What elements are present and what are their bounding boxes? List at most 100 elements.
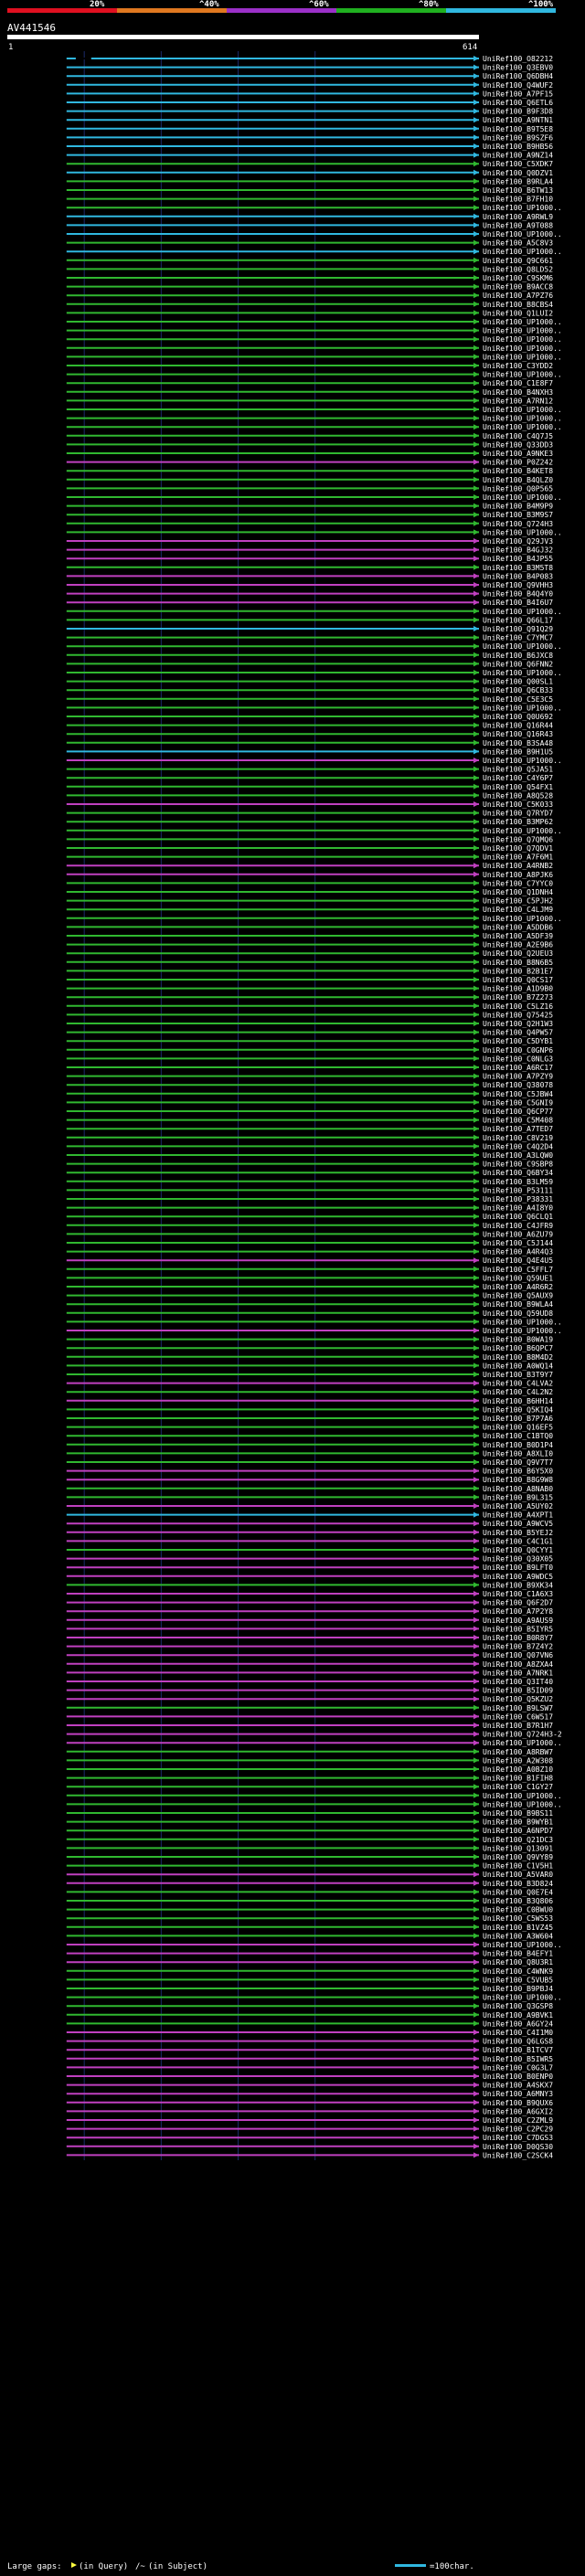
hit-label[interactable]: UniRef100_Q9VHH3 bbox=[483, 581, 553, 589]
hit-label[interactable]: UniRef100_Q5JA51 bbox=[483, 766, 553, 774]
hit-label[interactable]: UniRef100_B8M4D2 bbox=[483, 1353, 553, 1362]
hit-label[interactable]: UniRef100_A4I8Y0 bbox=[483, 1204, 553, 1213]
hit-label[interactable]: UniRef100_Q5AUX9 bbox=[483, 1292, 553, 1300]
hit-label[interactable]: UniRef100_C4C1G1 bbox=[483, 1537, 553, 1545]
hit-label[interactable]: UniRef100_C3YDD2 bbox=[483, 362, 553, 370]
hit-label[interactable]: UniRef100_Q59UE1 bbox=[483, 1274, 553, 1282]
hit-label[interactable]: UniRef100_UP1000.. bbox=[483, 1941, 562, 1949]
hit-label[interactable]: UniRef100_C1BTQ0 bbox=[483, 1432, 553, 1440]
hit-label[interactable]: UniRef100_Q6CP77 bbox=[483, 1108, 553, 1116]
hit-label[interactable]: UniRef100_A7TED7 bbox=[483, 1125, 553, 1133]
hit-label[interactable]: UniRef100_A4R4Q3 bbox=[483, 1248, 553, 1256]
hit-label[interactable]: UniRef100_A8PJK6 bbox=[483, 871, 553, 879]
hit-label[interactable]: UniRef100_Q2H1W3 bbox=[483, 1020, 553, 1028]
hit-label[interactable]: UniRef100_B3D824 bbox=[483, 1880, 553, 1888]
hit-label[interactable]: UniRef100_A8XLI0 bbox=[483, 1449, 553, 1458]
hit-label[interactable]: UniRef100_Q7QMQ6 bbox=[483, 835, 553, 843]
hit-label[interactable]: UniRef100_Q3IT40 bbox=[483, 1678, 553, 1686]
hit-label[interactable]: UniRef100_C4Q7J5 bbox=[483, 432, 553, 440]
hit-label[interactable]: UniRef100_C7YYC0 bbox=[483, 879, 553, 887]
hit-label[interactable]: UniRef100_UP1000.. bbox=[483, 353, 562, 361]
hit-label[interactable]: UniRef100_B7R1H7 bbox=[483, 1722, 553, 1730]
hit-label[interactable]: UniRef100_Q6FNN2 bbox=[483, 660, 553, 668]
hit-label[interactable]: UniRef100_UP1000.. bbox=[483, 642, 562, 651]
hit-label[interactable]: UniRef100_C5LZ16 bbox=[483, 1002, 553, 1011]
hit-label[interactable]: UniRef100_B9PBJ4 bbox=[483, 1985, 553, 1993]
hit-label[interactable]: UniRef100_UP1000.. bbox=[483, 230, 562, 239]
hit-label[interactable]: UniRef100_B5ID09 bbox=[483, 1687, 553, 1695]
hit-label[interactable]: UniRef100_B5YEJ2 bbox=[483, 1529, 553, 1537]
hit-label[interactable]: UniRef100_C1E8F7 bbox=[483, 379, 553, 387]
hit-label[interactable]: UniRef100_B9F3D8 bbox=[483, 108, 553, 116]
hit-label[interactable]: UniRef100_D0QS30 bbox=[483, 2143, 553, 2151]
hit-label[interactable]: UniRef100_B9SZF6 bbox=[483, 133, 553, 142]
hit-label[interactable]: UniRef100_A7F6M1 bbox=[483, 853, 553, 862]
hit-label[interactable]: UniRef100_A6MNY3 bbox=[483, 2090, 553, 2098]
hit-label[interactable]: UniRef100_Q6BY34 bbox=[483, 1169, 553, 1177]
hit-label[interactable]: UniRef100_B8CBS4 bbox=[483, 301, 553, 309]
hit-label[interactable]: UniRef100_C6W517 bbox=[483, 1712, 553, 1721]
hit-label[interactable]: UniRef100_A9T088 bbox=[483, 221, 553, 229]
hit-label[interactable]: UniRef100_UP1000.. bbox=[483, 248, 562, 256]
hit-label[interactable]: UniRef100_A9NTN1 bbox=[483, 116, 553, 124]
hit-label[interactable]: UniRef100_C5K033 bbox=[483, 800, 553, 809]
hit-label[interactable]: UniRef100_Q0CYY1 bbox=[483, 1546, 553, 1554]
hit-label[interactable]: UniRef100_C5M408 bbox=[483, 1117, 553, 1125]
hit-label[interactable]: UniRef100_A2E9B6 bbox=[483, 941, 553, 949]
hit-label[interactable]: UniRef100_Q724H3-2 bbox=[483, 1731, 562, 1739]
hit-label[interactable]: UniRef100_Q30X05 bbox=[483, 1555, 553, 1564]
hit-label[interactable]: UniRef100_A7PZY9 bbox=[483, 1073, 553, 1081]
hit-label[interactable]: UniRef100_Q16EF5 bbox=[483, 1424, 553, 1432]
hit-label[interactable]: UniRef100_Q6CB33 bbox=[483, 686, 553, 694]
hit-label[interactable]: UniRef100_A4XPT1 bbox=[483, 1511, 553, 1520]
hit-label[interactable]: UniRef100_A9WCV5 bbox=[483, 1520, 553, 1528]
hit-label[interactable]: UniRef100_Q7QDV1 bbox=[483, 844, 553, 853]
hit-label[interactable]: UniRef100_UP1000.. bbox=[483, 1792, 562, 1800]
hit-label[interactable]: UniRef100_Q3EBV0 bbox=[483, 64, 553, 72]
hit-label[interactable]: UniRef100_UP1000.. bbox=[483, 608, 562, 616]
hit-label[interactable]: UniRef100_C8V219 bbox=[483, 1134, 553, 1142]
hit-label[interactable]: UniRef100_UP1000.. bbox=[483, 406, 562, 414]
hit-label[interactable]: UniRef100_C4Y6P7 bbox=[483, 774, 553, 782]
hit-label[interactable]: UniRef100_Q5KZU2 bbox=[483, 1695, 553, 1703]
hit-label[interactable]: UniRef100_Q29JV3 bbox=[483, 537, 553, 546]
hit-label[interactable]: UniRef100_UP1000.. bbox=[483, 493, 562, 502]
hit-label[interactable]: UniRef100_B4M9P9 bbox=[483, 503, 553, 511]
hit-label[interactable]: UniRef100_Q0P565 bbox=[483, 484, 553, 493]
hit-label[interactable]: UniRef100_A9NZ14 bbox=[483, 152, 553, 160]
hit-label[interactable]: UniRef100_A6ZU79 bbox=[483, 1230, 553, 1238]
hit-label[interactable]: UniRef100_B3Q806 bbox=[483, 1897, 553, 1905]
hit-label[interactable]: UniRef100_B7Z273 bbox=[483, 993, 553, 1002]
hit-label[interactable]: UniRef100_UP1000.. bbox=[483, 335, 562, 344]
hit-label[interactable]: UniRef100_B9BS11 bbox=[483, 1809, 553, 1818]
hit-label[interactable]: UniRef100_Q16R43 bbox=[483, 730, 553, 738]
hit-label[interactable]: UniRef100_B3LM59 bbox=[483, 1178, 553, 1186]
hit-label[interactable]: UniRef100_UP1000.. bbox=[483, 415, 562, 423]
hit-label[interactable]: UniRef100_B0R8Y7 bbox=[483, 1634, 553, 1642]
hit-label[interactable]: UniRef100_B9L315 bbox=[483, 1493, 553, 1501]
hit-label[interactable]: UniRef100_Q6ETL6 bbox=[483, 99, 553, 107]
hit-label[interactable]: UniRef100_B3M9S7 bbox=[483, 511, 553, 519]
hit-label[interactable]: UniRef100_Q8LD52 bbox=[483, 265, 553, 273]
hit-label[interactable]: UniRef100_P38331 bbox=[483, 1195, 553, 1203]
hit-label[interactable]: UniRef100_C9SKM6 bbox=[483, 274, 553, 282]
hit-label[interactable]: UniRef100_B9T5E8 bbox=[483, 125, 553, 133]
hit-label[interactable]: UniRef100_A1D9B0 bbox=[483, 985, 553, 993]
hit-label[interactable]: UniRef100_C1V5H1 bbox=[483, 1862, 553, 1871]
hit-label[interactable]: UniRef100_A5C8V3 bbox=[483, 239, 553, 248]
hit-label[interactable]: UniRef100_UP1000.. bbox=[483, 669, 562, 677]
hit-label[interactable]: UniRef100_C5DYB1 bbox=[483, 1037, 553, 1045]
hit-label[interactable]: UniRef100_B9QUX6 bbox=[483, 2099, 553, 2107]
hit-label[interactable]: UniRef100_Q9V7T7 bbox=[483, 1458, 553, 1467]
hit-label[interactable]: UniRef100_A9NKE3 bbox=[483, 450, 553, 458]
hit-label[interactable]: UniRef100_UP1000.. bbox=[483, 528, 562, 536]
hit-label[interactable]: UniRef100_C0NLG3 bbox=[483, 1055, 553, 1063]
hit-label[interactable]: UniRef100_C2ZML9 bbox=[483, 2116, 553, 2125]
hit-label[interactable]: UniRef100_Q00SL1 bbox=[483, 678, 553, 686]
hit-label[interactable]: UniRef100_Q6LGS8 bbox=[483, 2038, 553, 2046]
hit-label[interactable]: UniRef100_B4KET8 bbox=[483, 467, 553, 475]
hit-label[interactable]: UniRef100_C0GNP6 bbox=[483, 1046, 553, 1055]
hit-label[interactable]: UniRef100_Q13091 bbox=[483, 1844, 553, 1852]
hit-label[interactable]: UniRef100_O82212 bbox=[483, 55, 553, 63]
hit-label[interactable]: UniRef100_Q4PW57 bbox=[483, 1029, 553, 1037]
